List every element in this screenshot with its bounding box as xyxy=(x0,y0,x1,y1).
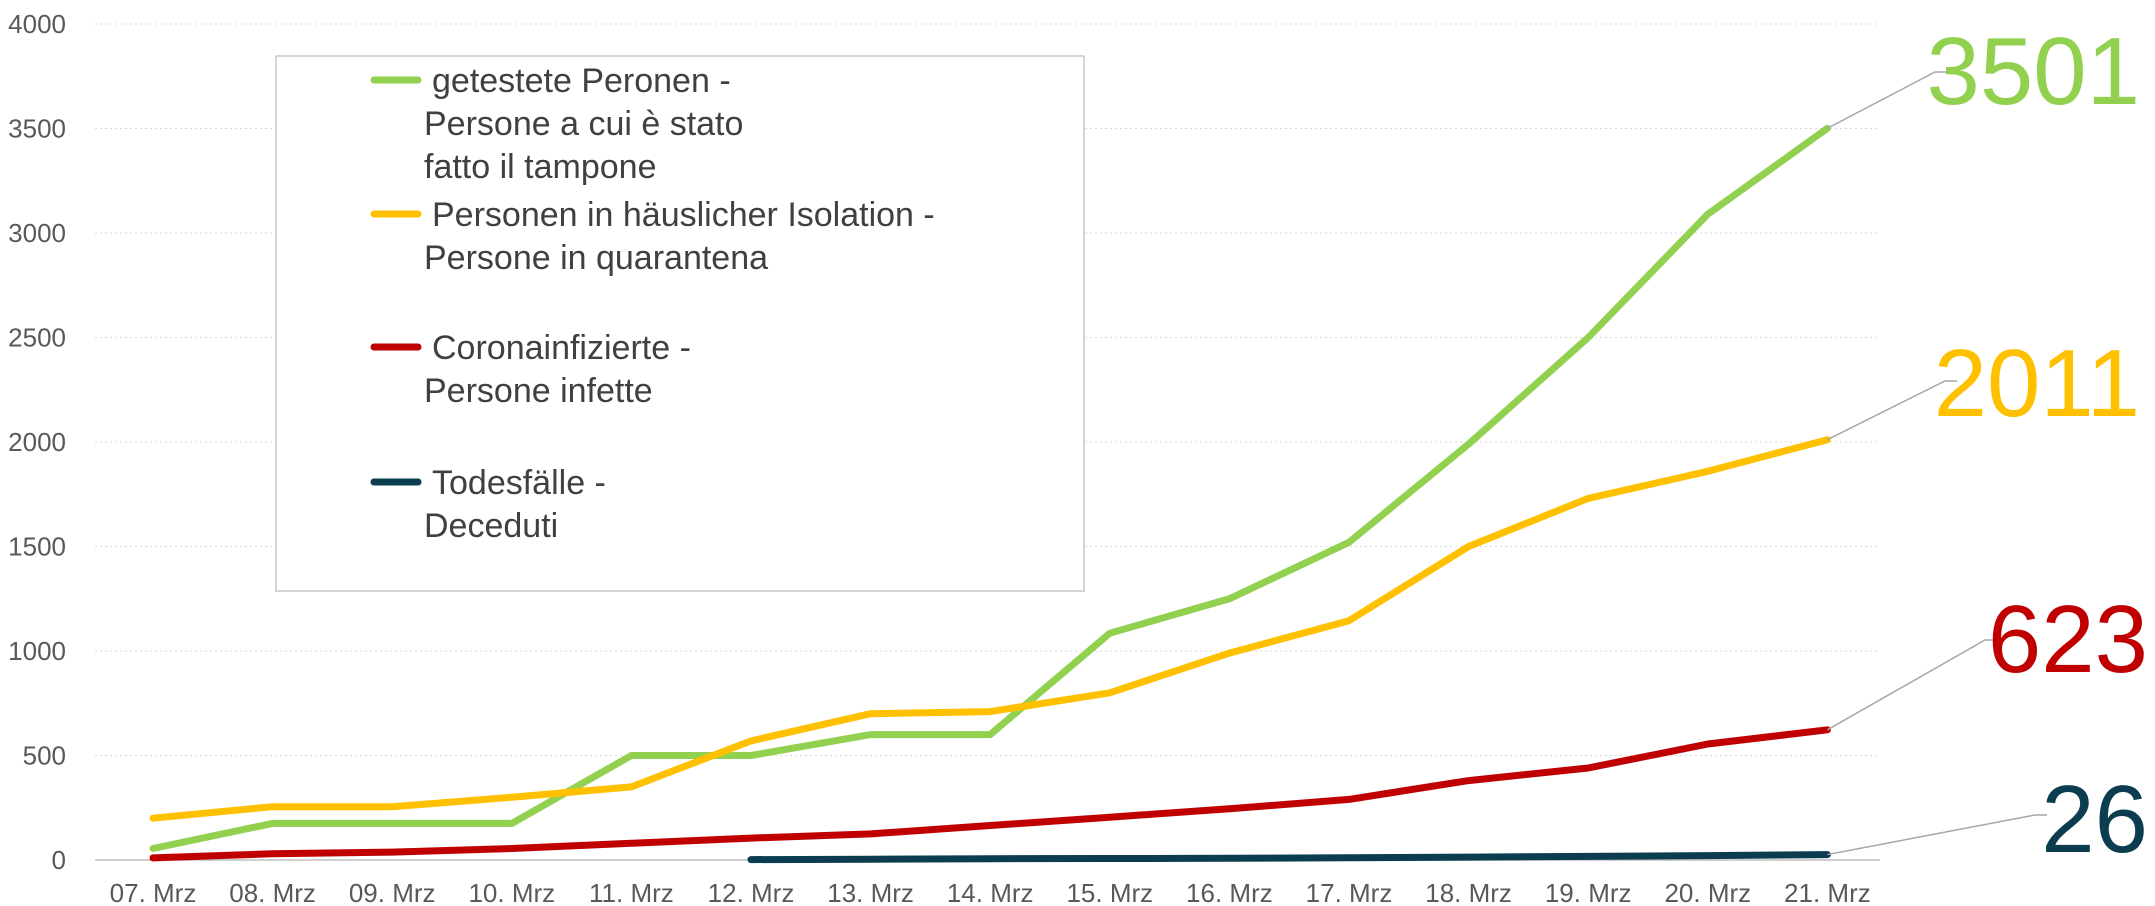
x-tick-label: 09. Mrz xyxy=(349,878,436,906)
series-line-tested xyxy=(149,124,1831,852)
x-tick-label: 18. Mrz xyxy=(1425,878,1512,906)
legend-box xyxy=(275,55,1085,592)
x-tick-label: 20. Mrz xyxy=(1664,878,1751,906)
x-tick-label: 10. Mrz xyxy=(468,878,555,906)
leader-line-deaths xyxy=(1827,814,2047,856)
legend-label-infected: Persone infette xyxy=(424,372,653,410)
x-tick-label: 12. Mrz xyxy=(708,878,795,906)
end-label-infected: 623 xyxy=(1988,586,2148,693)
x-tick-label: 13. Mrz xyxy=(827,878,914,906)
end-labels: 3501 2011 623 26 xyxy=(1827,18,2148,873)
y-tick-label: 1000 xyxy=(8,636,66,666)
series-lines xyxy=(149,124,1831,864)
y-tick-label: 4000 xyxy=(8,9,66,39)
x-tick-label: 19. Mrz xyxy=(1545,878,1632,906)
y-tick-label: 0 xyxy=(52,845,66,875)
series-line-isolation xyxy=(149,436,1831,822)
legend-label-tested: Persone a cui è stato xyxy=(424,105,743,143)
legend-label-tested: getestete Peronen - xyxy=(432,62,731,100)
x-tick-label: 15. Mrz xyxy=(1066,878,1153,906)
end-label-deaths: 26 xyxy=(2041,766,2148,873)
y-axis-ticks: 0 500 1000 1500 2000 2500 3000 3500 4000 xyxy=(8,9,66,875)
leader-line-infected xyxy=(1827,639,1997,731)
legend-label-infected: Coronainfizierte - xyxy=(432,329,691,367)
legend-label-isolation: Personen in häuslicher Isolation - xyxy=(432,196,935,234)
x-tick-label: 17. Mrz xyxy=(1306,878,1393,906)
legend: getestete Peronen - Persone a cui è stato… xyxy=(275,55,1085,592)
y-tick-label: 1500 xyxy=(8,532,66,562)
legend-label-tested: fatto il tampone xyxy=(424,148,656,186)
y-tick-label: 2000 xyxy=(8,427,66,457)
y-tick-label: 3000 xyxy=(8,218,66,248)
x-axis-ticks: 07. Mrz 08. Mrz 09. Mrz 10. Mrz 11. Mrz 12. M… xyxy=(110,878,1871,906)
series-line-infected xyxy=(149,726,1831,862)
x-tick-label: 14. Mrz xyxy=(947,878,1034,906)
end-label-isolation: 2011 xyxy=(1934,330,2140,437)
legend-label-deaths: Deceduti xyxy=(424,507,558,545)
end-label-tested: 3501 xyxy=(1926,18,2140,125)
x-tick-label: 11. Mrz xyxy=(589,878,674,906)
x-tick-label: 07. Mrz xyxy=(110,878,197,906)
legend-label-deaths: Todesfälle - xyxy=(432,464,606,502)
series-line-deaths xyxy=(747,851,1831,864)
y-tick-label: 2500 xyxy=(8,323,66,353)
x-tick-label: 08. Mrz xyxy=(229,878,316,906)
leader-line-isolation xyxy=(1827,380,1957,441)
legend-label-isolation: Persone in quarantena xyxy=(424,239,768,277)
leader-line-tested xyxy=(1827,71,1947,129)
x-tick-label: 21. Mrz xyxy=(1784,878,1871,906)
x-tick-label: 16. Mrz xyxy=(1186,878,1273,906)
y-tick-label: 500 xyxy=(23,741,66,771)
y-tick-label: 3500 xyxy=(8,114,66,144)
